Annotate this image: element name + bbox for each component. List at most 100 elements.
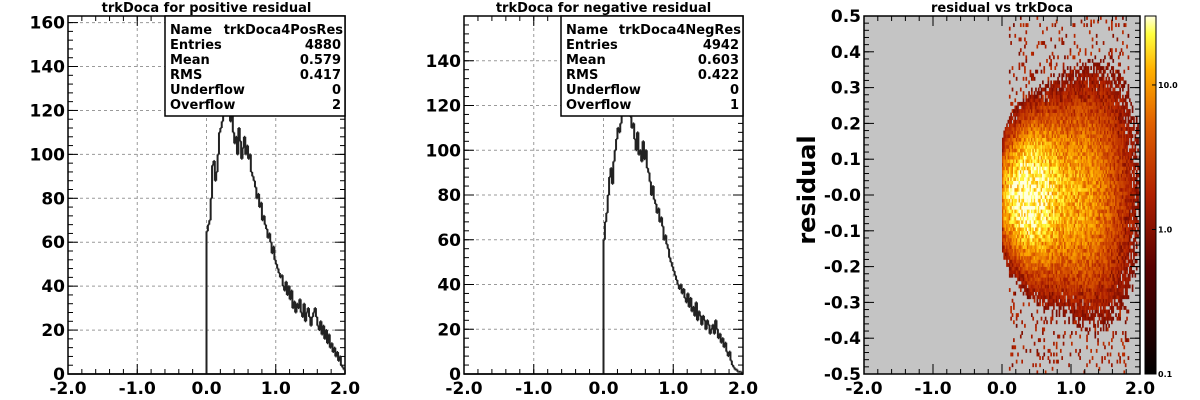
- heatmap-cell: [1057, 105, 1059, 110]
- heatmap-cell: [1079, 112, 1081, 117]
- heatmap-cell: [1093, 234, 1095, 239]
- heatmap-cell: [1010, 273, 1012, 278]
- heatmap-cell: [1080, 252, 1083, 257]
- heatmap-cell: [1017, 119, 1019, 124]
- heatmap-cell: [1093, 266, 1095, 271]
- heatmap-cell: [1076, 173, 1079, 178]
- heatmap-cell: [1007, 252, 1010, 257]
- heatmap-cell: [1015, 202, 1018, 207]
- heatmap-cell: [1032, 202, 1035, 207]
- heatmap-cell: [1040, 119, 1043, 124]
- heatmap-cell: [1024, 237, 1026, 242]
- heatmap-cell: [1037, 162, 1040, 167]
- heatmap-cell: [1047, 237, 1050, 242]
- heatmap-cell: [1053, 87, 1055, 92]
- y-tick-label: 40: [41, 277, 65, 297]
- heatmap-cell: [1055, 241, 1058, 246]
- heatmap-cell: [1033, 180, 1036, 185]
- heatmap-cell: [1082, 241, 1084, 246]
- heatmap-cell: [1055, 227, 1058, 232]
- heatmap-cell: [1071, 331, 1073, 335]
- heatmap-cell: [1059, 220, 1062, 224]
- heatmap-cell: [1007, 137, 1010, 142]
- heatmap-cell: [1021, 359, 1023, 364]
- heatmap-cell: [1064, 166, 1066, 171]
- heatmap-cell: [1043, 137, 1046, 142]
- heatmap-cell: [1033, 220, 1036, 224]
- heatmap-cell: [1082, 252, 1084, 257]
- heatmap-cell: [1066, 227, 1069, 232]
- heatmap-cell: [1083, 270, 1086, 275]
- heatmap-cell: [1022, 116, 1025, 121]
- heatmap-cell: [1022, 291, 1025, 296]
- heatmap-cell: [1029, 155, 1032, 160]
- heatmap-cell: [1026, 130, 1029, 135]
- heatmap-cell: [1014, 126, 1017, 131]
- heatmap-cell: [1082, 126, 1084, 131]
- heatmap-cell: [1084, 209, 1087, 214]
- stats-row-value: 0.422: [698, 68, 739, 83]
- heatmap-cell: [1084, 112, 1087, 117]
- heatmap-cell: [1093, 291, 1095, 296]
- heatmap-cell: [1002, 184, 1004, 189]
- heatmap-cell: [1072, 144, 1075, 149]
- heatmap-cell: [1087, 305, 1090, 310]
- heatmap-cell: [1068, 252, 1070, 257]
- heatmap-cell: [1044, 216, 1047, 221]
- heatmap-cell: [1048, 98, 1051, 103]
- heatmap-cell: [1010, 155, 1012, 160]
- heatmap-cell: [1025, 84, 1028, 88]
- heatmap-cell: [1068, 273, 1070, 278]
- heatmap-cell: [1058, 112, 1061, 117]
- heatmap-cell: [1025, 177, 1028, 181]
- heatmap-cell: [1008, 137, 1011, 142]
- heatmap-cell: [1032, 198, 1035, 203]
- heatmap-cell: [1028, 130, 1030, 135]
- heatmap-cell: [1082, 177, 1084, 181]
- heatmap-cell: [1086, 313, 1088, 318]
- heatmap-cell: [1032, 273, 1035, 278]
- heatmap-cell: [1082, 202, 1084, 207]
- heatmap-cell: [1032, 230, 1035, 235]
- heatmap-cell: [1030, 237, 1033, 242]
- heatmap-cell: [1010, 266, 1012, 271]
- heatmap-cell: [1028, 169, 1030, 174]
- heatmap-cell: [1079, 144, 1081, 149]
- heatmap-cell: [1055, 298, 1058, 303]
- heatmap-cell: [1079, 195, 1081, 199]
- heatmap-cell: [1083, 101, 1086, 106]
- heatmap-cell: [1025, 266, 1028, 271]
- heatmap-cell: [1068, 198, 1070, 203]
- heatmap-cell: [1014, 123, 1017, 128]
- heatmap-cell: [1086, 277, 1088, 282]
- heatmap-cell: [1086, 334, 1088, 339]
- heatmap-cell: [1055, 152, 1058, 156]
- x-tick-label: 1.0: [261, 379, 291, 399]
- heatmap-cell: [1028, 205, 1030, 210]
- heatmap-cell: [1073, 252, 1076, 257]
- heatmap-cell: [1079, 356, 1081, 360]
- heatmap-cell: [1042, 166, 1044, 171]
- heatmap-cell: [1075, 212, 1077, 217]
- heatmap-cell: [1071, 309, 1073, 314]
- heatmap-cell: [1010, 162, 1012, 167]
- heatmap-cell: [1018, 216, 1021, 221]
- heatmap-cell: [1021, 191, 1023, 196]
- heatmap-cell: [1075, 169, 1077, 174]
- heatmap-cell: [1061, 155, 1064, 160]
- heatmap-cell: [1083, 313, 1086, 318]
- heatmap-cell: [1044, 119, 1047, 124]
- heatmap-cell: [1048, 212, 1051, 217]
- heatmap-cell: [1088, 273, 1091, 278]
- heatmap-cell: [1048, 270, 1051, 275]
- heatmap-cell: [1029, 270, 1032, 275]
- heatmap-cell: [1055, 166, 1058, 171]
- heatmap-cell: [1057, 237, 1059, 242]
- heatmap-cell: [1090, 66, 1092, 70]
- heatmap-cell: [1051, 216, 1054, 221]
- heatmap-cell: [1064, 84, 1066, 88]
- heatmap-cell: [1024, 230, 1026, 235]
- heatmap-cell: [1026, 280, 1029, 285]
- heatmap-cell: [1059, 298, 1062, 303]
- heatmap-cell: [1003, 137, 1006, 142]
